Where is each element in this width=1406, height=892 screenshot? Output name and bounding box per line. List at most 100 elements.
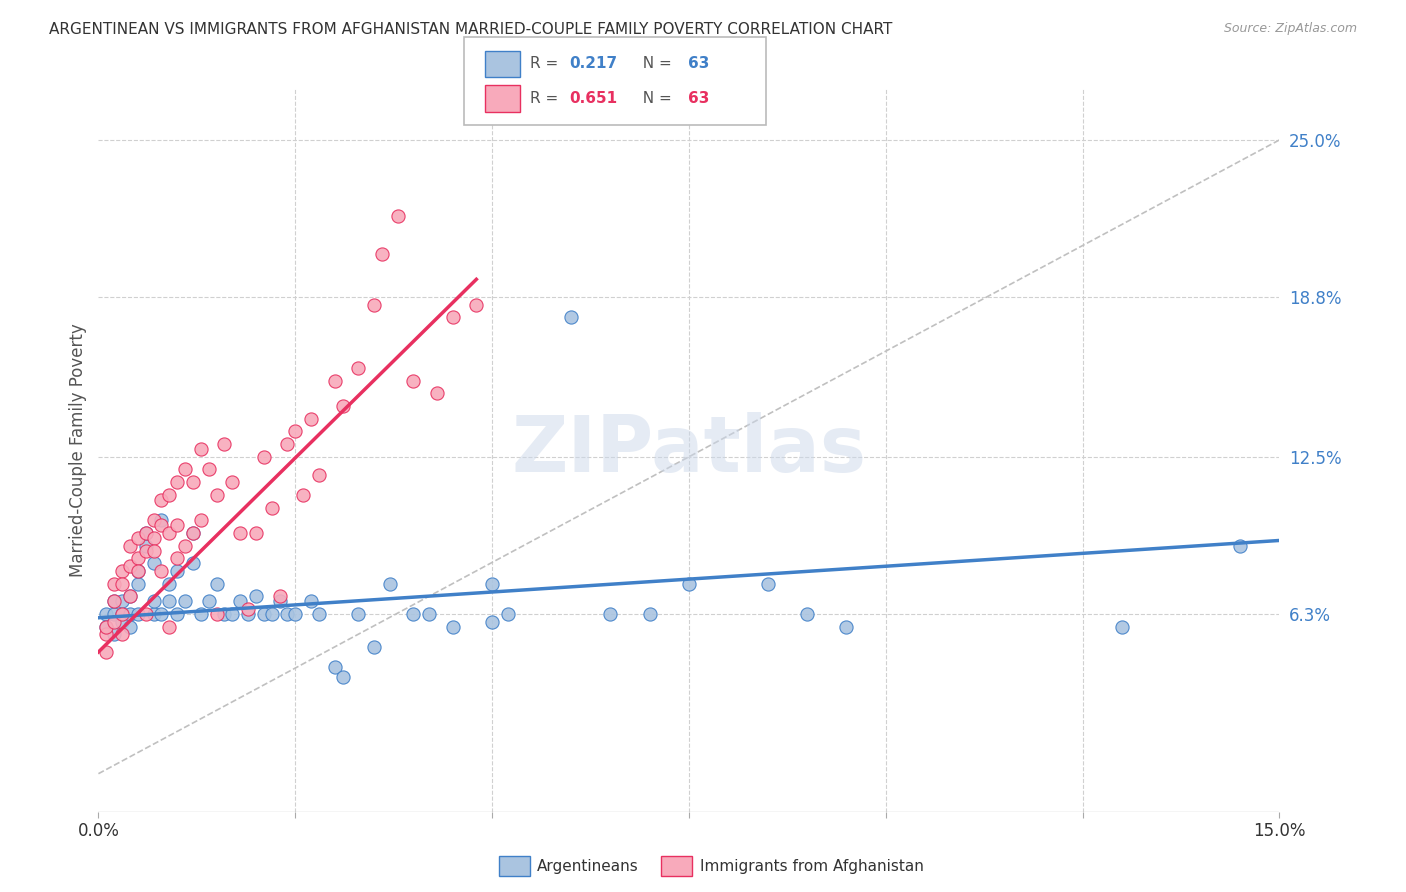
Point: [142, 607, 165, 621]
Point: [292, 488, 315, 502]
Point: [127, 564, 149, 578]
Point: [205, 607, 228, 621]
Point: [1111, 620, 1133, 634]
Point: [181, 556, 204, 570]
Point: [347, 607, 370, 621]
Point: [363, 640, 385, 654]
Point: [299, 594, 322, 608]
Point: [371, 247, 394, 261]
Point: [205, 576, 228, 591]
Point: [135, 525, 157, 540]
Point: [96, 607, 118, 621]
Point: [103, 576, 125, 591]
Point: [142, 531, 165, 545]
Point: [481, 615, 503, 629]
Point: [181, 525, 204, 540]
Point: [236, 602, 259, 616]
Point: [260, 500, 283, 515]
Point: [174, 539, 197, 553]
Point: [260, 607, 283, 621]
Point: [96, 645, 118, 659]
Point: [496, 607, 519, 621]
Point: [166, 564, 188, 578]
Point: [284, 425, 307, 439]
Point: [111, 627, 134, 641]
Point: [347, 361, 370, 376]
Point: [157, 620, 180, 634]
Point: [135, 607, 157, 621]
Point: [560, 310, 582, 325]
Point: [308, 467, 330, 482]
Point: [166, 475, 188, 490]
Point: [190, 442, 212, 457]
Text: 0.651: 0.651: [569, 91, 617, 106]
Point: [221, 607, 243, 621]
Point: [190, 607, 212, 621]
Point: [638, 607, 661, 621]
Point: [245, 525, 267, 540]
Point: [157, 488, 180, 502]
Text: 63: 63: [688, 91, 709, 106]
Point: [402, 374, 425, 388]
Point: [96, 620, 118, 634]
Point: [835, 620, 858, 634]
Text: R =: R =: [530, 91, 564, 106]
Point: [418, 607, 440, 621]
Point: [332, 670, 354, 684]
Point: [142, 513, 165, 527]
Point: [103, 594, 125, 608]
Point: [135, 525, 157, 540]
Point: [118, 589, 141, 603]
Point: [150, 513, 173, 527]
Text: 0.217: 0.217: [569, 56, 617, 71]
Point: [323, 660, 346, 674]
Point: [111, 564, 134, 578]
Point: [174, 594, 197, 608]
Point: [111, 615, 134, 629]
Point: [103, 594, 125, 608]
Point: [387, 209, 409, 223]
Point: [236, 607, 259, 621]
Point: [332, 399, 354, 413]
Point: [796, 607, 818, 621]
Point: [127, 564, 149, 578]
Point: [142, 556, 165, 570]
Point: [111, 607, 134, 621]
Point: [166, 551, 188, 566]
Text: N =: N =: [633, 56, 676, 71]
Point: [181, 525, 204, 540]
Point: [245, 589, 267, 603]
Text: Immigrants from Afghanistan: Immigrants from Afghanistan: [700, 859, 924, 873]
Point: [205, 488, 228, 502]
Point: [150, 518, 173, 533]
Point: [441, 310, 464, 325]
Point: [150, 492, 173, 507]
Point: [299, 411, 322, 425]
Point: [465, 298, 488, 312]
Point: [118, 589, 141, 603]
Point: [103, 607, 125, 621]
Point: [111, 594, 134, 608]
Point: [269, 594, 291, 608]
Point: [229, 594, 252, 608]
Point: [402, 607, 425, 621]
Point: [1229, 539, 1251, 553]
Text: 63: 63: [688, 56, 709, 71]
Text: Argentineans: Argentineans: [537, 859, 638, 873]
Point: [678, 576, 700, 591]
Point: [269, 589, 291, 603]
Point: [135, 539, 157, 553]
Text: R =: R =: [530, 56, 564, 71]
Point: [214, 607, 236, 621]
Point: [481, 576, 503, 591]
Text: Source: ZipAtlas.com: Source: ZipAtlas.com: [1223, 22, 1357, 36]
Point: [127, 531, 149, 545]
Point: [197, 462, 219, 476]
Point: [103, 627, 125, 641]
Point: [308, 607, 330, 621]
Point: [214, 437, 236, 451]
Point: [127, 551, 149, 566]
Point: [276, 437, 298, 451]
Point: [190, 513, 212, 527]
Point: [96, 620, 118, 634]
